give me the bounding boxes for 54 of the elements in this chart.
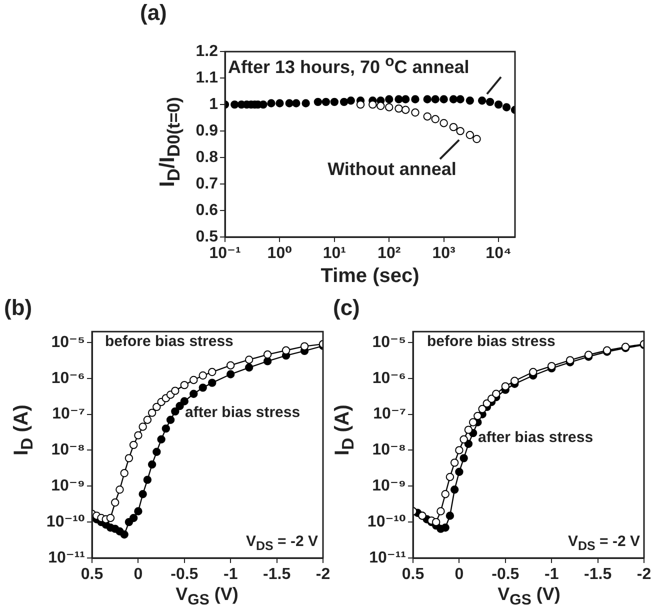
series-label: before bias stress xyxy=(105,333,234,350)
y-tick-label: 1.2 xyxy=(196,43,218,60)
y-tick-label: 10⁻⁹ xyxy=(51,478,85,495)
y-tick-label: 10⁻⁷ xyxy=(373,406,406,423)
x-tick-label: -2 xyxy=(316,566,330,584)
x-tick-label: 10⁴ xyxy=(486,245,512,262)
y-tick-label: 10⁻⁶ xyxy=(51,370,85,387)
x-tick-label: 0 xyxy=(134,566,143,584)
x-tick-label: -1.5 xyxy=(584,566,612,584)
y-tick-label: 0.7 xyxy=(196,175,218,192)
y-tick-label: 10⁻¹⁰ xyxy=(367,513,406,530)
x-tick-label: -0.5 xyxy=(170,566,198,584)
series-label: Without anneal xyxy=(328,159,456,179)
x-tick-label: 10² xyxy=(378,245,401,262)
x-tick-label: -1.5 xyxy=(263,566,291,584)
x-tick-label: 0 xyxy=(454,566,464,584)
x-tick-label: 10⁰ xyxy=(267,245,292,262)
y-tick-label: 10⁻⁵ xyxy=(51,334,85,351)
y-tick-label: 10⁻¹⁰ xyxy=(46,513,85,530)
y-tick-label: 0.6 xyxy=(196,202,218,219)
y-tick-label: 10⁻⁷ xyxy=(52,406,85,423)
x-tick-label: 0.5 xyxy=(402,566,424,584)
series-label: After 13 hours, 70 $^{o}$C anneal xyxy=(228,53,470,77)
y-tick-label: 10⁻⁹ xyxy=(372,478,406,495)
y-tick-label: 10⁻⁶ xyxy=(372,370,406,387)
annotation: V$_{DS}$ = -2 V xyxy=(568,533,640,553)
x-tick-label: -0.5 xyxy=(492,566,520,584)
chart-title: (c) xyxy=(333,295,360,320)
y-tick-label: 10⁻¹¹ xyxy=(369,549,406,566)
x-axis-title: Time (sec) xyxy=(320,265,420,287)
y-tick-label: 0.9 xyxy=(196,122,218,140)
x-tick-label: 10³ xyxy=(432,245,456,262)
y-tick-label: 0.5 xyxy=(196,228,218,246)
y-tick-label: 1.1 xyxy=(196,69,218,86)
y-tick-label: 10⁻⁸ xyxy=(372,442,406,459)
y-tick-label: 10⁻⁸ xyxy=(51,442,85,459)
chart-title: (b) xyxy=(4,295,32,320)
x-tick-label: 10⁻¹ xyxy=(209,245,241,262)
x-axis-title: V$_{GS}$ (V) xyxy=(176,584,238,606)
y-tick-label: 0.8 xyxy=(196,148,218,166)
annotation: V$_{DS}$ = -2 V xyxy=(246,533,318,553)
series-label: after bias stress xyxy=(478,429,594,446)
x-tick-label: -2 xyxy=(636,566,652,584)
x-tick-label: 10¹ xyxy=(322,245,346,262)
x-axis-title: V$_{GS}$ (V) xyxy=(498,584,560,606)
y-tick-label: 10⁻⁵ xyxy=(372,334,406,351)
y-tick-label: 10⁻¹¹ xyxy=(48,549,85,566)
x-tick-label: -1 xyxy=(544,566,559,584)
x-tick-label: 0.5 xyxy=(80,566,104,584)
x-tick-label: -1 xyxy=(223,566,238,584)
y-tick-label: 1 xyxy=(209,96,218,113)
series-label: after bias stress xyxy=(185,404,300,421)
series-label: before bias stress xyxy=(427,333,556,350)
chart-title: (a) xyxy=(140,0,167,25)
